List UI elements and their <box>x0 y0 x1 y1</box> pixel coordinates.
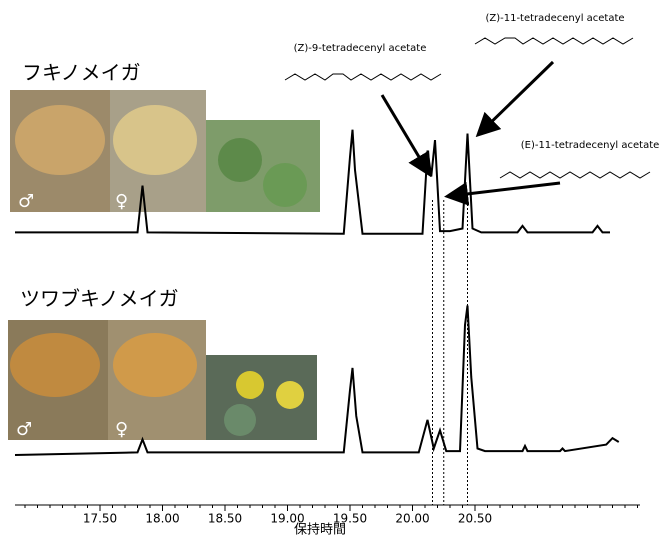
arrow <box>450 183 560 196</box>
wing <box>113 333 197 397</box>
x-tick-label: 19.50 <box>333 512 367 526</box>
arrow <box>480 62 553 133</box>
female-symbol: ♀ <box>115 191 128 212</box>
structure <box>475 38 633 44</box>
chart: フキノメイガ ツワブキノメイガ ♂ ♀ ♂ ♀ (Z)-9-tetradecen… <box>0 0 661 539</box>
x-tick-label: 19.00 <box>270 512 304 526</box>
structure <box>285 74 441 80</box>
x-tick-label: 20.00 <box>395 512 429 526</box>
leaf <box>218 138 262 182</box>
leaf <box>263 163 307 207</box>
structures <box>285 38 650 178</box>
flower <box>276 381 304 409</box>
wing <box>113 105 197 175</box>
male-symbol: ♂ <box>18 191 34 212</box>
arrow <box>382 95 428 172</box>
photos-top <box>10 90 320 212</box>
photos-bottom <box>8 320 317 440</box>
x-tick-label: 20.50 <box>458 512 492 526</box>
panel-title: ツワブキノメイガ <box>20 287 179 311</box>
annotation: (E)-11-tetradecenyl acetate <box>521 140 660 151</box>
x-tick-label: 18.50 <box>208 512 242 526</box>
x-tick-label: 17.50 <box>83 512 117 526</box>
leaf <box>224 404 256 436</box>
x-tick-label: 18.00 <box>145 512 179 526</box>
annotation: (Z)-11-tetradecenyl acetate <box>485 13 624 24</box>
structure <box>500 172 650 178</box>
arrows <box>382 62 560 196</box>
annotation: (Z)-9-tetradecenyl acetate <box>294 43 427 54</box>
wing <box>15 105 105 175</box>
male-symbol: ♂ <box>16 419 32 440</box>
female-symbol: ♀ <box>115 419 128 440</box>
panel-title: フキノメイガ <box>22 61 141 85</box>
flower <box>236 371 264 399</box>
wing <box>10 333 100 397</box>
